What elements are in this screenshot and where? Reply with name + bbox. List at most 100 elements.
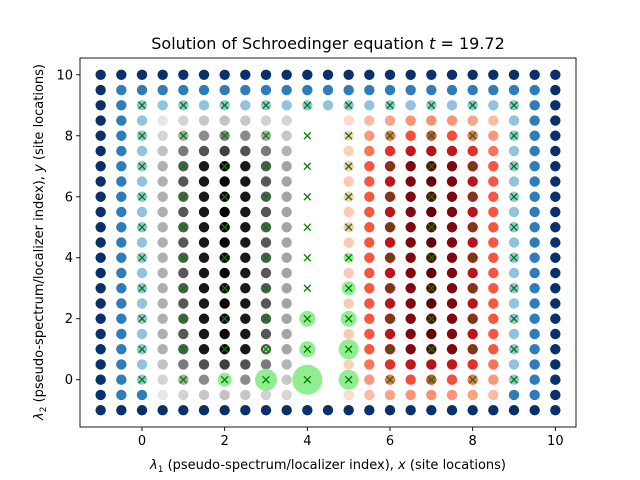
- grid-point: [384, 237, 396, 248]
- grid-point: [426, 405, 437, 416]
- grid-point: [219, 405, 230, 416]
- grid-point: [426, 206, 437, 218]
- grid-point: [95, 130, 106, 141]
- grid-point: [488, 191, 499, 202]
- grid-point: [446, 252, 458, 263]
- grid-point: [198, 84, 210, 96]
- site-marker: [427, 375, 436, 384]
- grid-point: [405, 344, 416, 355]
- site-marker: [179, 192, 188, 201]
- grid-point: [95, 115, 106, 126]
- grid-point: [240, 252, 251, 263]
- grid-point: [95, 252, 106, 263]
- grid-point: [446, 145, 458, 157]
- site-marker: [220, 253, 229, 262]
- grid-point: [446, 161, 458, 172]
- grid-point: [446, 206, 458, 218]
- grid-point: [550, 252, 561, 263]
- grid-point: [322, 69, 334, 80]
- grid-point: [157, 252, 168, 263]
- grid-point: [198, 206, 210, 218]
- grid-point: [116, 84, 127, 96]
- grid-point: [446, 374, 458, 385]
- grid-point: [467, 405, 478, 416]
- grid-point: [136, 145, 148, 157]
- grid-point: [343, 359, 354, 370]
- site-marker: [179, 223, 188, 232]
- grid-point: [116, 100, 127, 111]
- grid-point: [157, 344, 168, 355]
- grid-point: [116, 252, 127, 263]
- grid-point: [157, 222, 168, 233]
- grid-point: [488, 115, 499, 126]
- site-marker: [386, 314, 394, 323]
- grid-point: [260, 176, 272, 187]
- grid-point: [116, 237, 127, 248]
- y-tick-label: 10: [56, 68, 73, 83]
- x-ticks: 0 2 4 6 8 10: [138, 427, 564, 449]
- grid-point: [488, 267, 499, 279]
- grid-point: [136, 359, 148, 370]
- grid-point: [529, 115, 540, 126]
- grid-point: [157, 115, 168, 126]
- grid-point: [384, 267, 396, 279]
- grid-point: [116, 145, 127, 157]
- grid-point: [426, 176, 437, 187]
- grid-point: [178, 145, 189, 157]
- grid-point: [136, 176, 148, 187]
- grid-point: [426, 145, 437, 157]
- y-tick-label: 4: [65, 251, 73, 266]
- grid-point: [136, 389, 148, 401]
- grid-point: [240, 389, 251, 401]
- grid-point: [488, 313, 499, 324]
- grid-point: [364, 267, 375, 279]
- grid-point: [488, 161, 499, 172]
- grid-point: [302, 69, 313, 80]
- y-axis-label: λ2 (pseudo-spectrum/localizer index), y …: [32, 64, 49, 421]
- site-marker: [179, 345, 188, 354]
- y-tick-label: 6: [65, 190, 73, 205]
- grid-point: [240, 283, 251, 294]
- grid-point: [384, 69, 396, 80]
- site-marker: [468, 253, 477, 262]
- grid-point: [529, 298, 540, 309]
- site-marker: [220, 284, 229, 293]
- grid-point: [198, 298, 210, 309]
- grid-point: [529, 359, 540, 370]
- grid-point: [240, 69, 251, 80]
- grid-point: [157, 176, 168, 187]
- grid-point: [116, 206, 127, 218]
- grid-point: [488, 328, 499, 340]
- site-marker: [303, 223, 312, 232]
- site-marker: [510, 162, 518, 171]
- grid-point: [281, 145, 292, 157]
- grid-point: [95, 206, 106, 218]
- site-marker: [427, 314, 436, 323]
- grid-point: [405, 130, 416, 141]
- grid-point: [178, 389, 189, 401]
- grid-point: [116, 222, 127, 233]
- grid-point: [529, 145, 540, 157]
- grid-point: [529, 130, 540, 141]
- grid-point: [178, 328, 189, 340]
- grid-point: [198, 191, 210, 202]
- grid-point: [446, 191, 458, 202]
- grid-point: [281, 405, 292, 416]
- site-marker: [179, 131, 188, 140]
- grid-point: [302, 84, 313, 96]
- grid-point: [240, 115, 251, 126]
- grid-point: [178, 115, 189, 126]
- grid-point: [198, 237, 210, 248]
- grid-point: [95, 145, 106, 157]
- grid-point: [343, 298, 354, 309]
- grid-point: [550, 100, 561, 111]
- grid-point: [550, 84, 561, 96]
- grid-point: [157, 130, 168, 141]
- grid-point: [136, 69, 148, 80]
- grid-point: [219, 328, 230, 340]
- grid-point: [157, 298, 168, 309]
- site-marker: [138, 192, 146, 201]
- grid-point: [240, 237, 251, 248]
- grid-point: [529, 267, 540, 279]
- grid-point: [364, 145, 375, 157]
